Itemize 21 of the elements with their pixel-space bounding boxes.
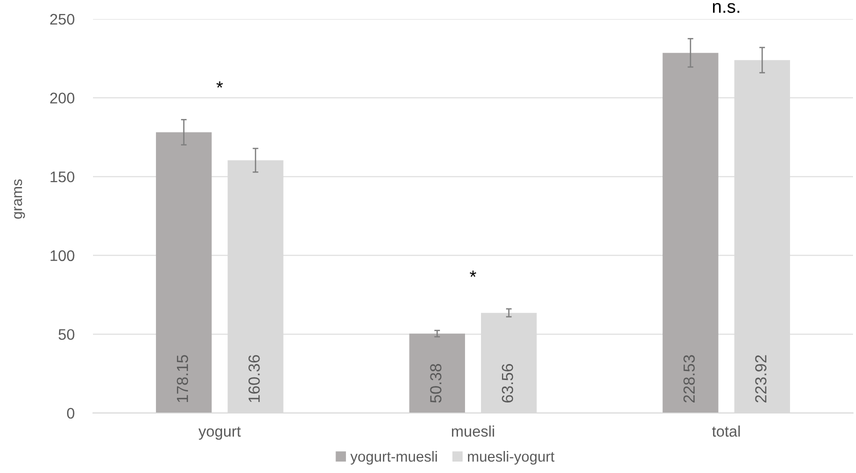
data-label: 160.36 xyxy=(248,355,260,402)
y-tick-label: 100 xyxy=(50,250,74,262)
x-tick-label: yogurt xyxy=(198,426,241,440)
text: n.s. xyxy=(712,3,740,13)
y-tick-label: 200 xyxy=(50,92,74,104)
legend-label: muesli-yogurt xyxy=(468,451,554,465)
x-tick-label: total xyxy=(712,426,740,437)
y-tick-label: 150 xyxy=(50,171,74,182)
legend-label: yogurt-muesli xyxy=(350,451,437,465)
y-tick-label: 0 xyxy=(67,408,74,419)
y-tick-label: 50 xyxy=(58,329,74,340)
x-tick-label: muesli xyxy=(452,426,494,437)
annotation: * xyxy=(216,81,223,88)
data-label: 178.15 xyxy=(176,355,188,402)
y-tick-label: 250 xyxy=(50,14,74,25)
data-label: 228.53 xyxy=(683,355,695,402)
data-label: 223.92 xyxy=(755,355,766,402)
data-label: 50.38 xyxy=(430,364,442,403)
annotation: * xyxy=(470,270,476,277)
y-axis-title: grams xyxy=(14,179,25,219)
data-label: 63.56 xyxy=(502,364,514,402)
